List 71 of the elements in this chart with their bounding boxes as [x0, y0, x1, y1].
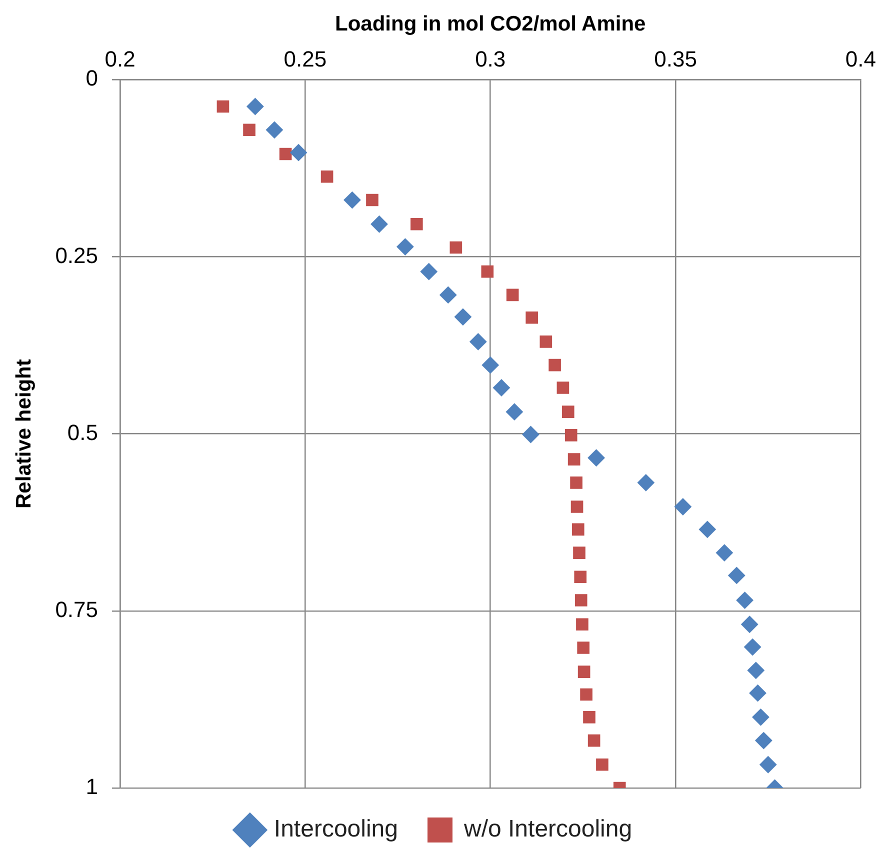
y-tick-label: 0.25: [55, 242, 98, 268]
point: [344, 192, 361, 209]
point: [450, 241, 462, 254]
point: [506, 403, 523, 420]
x-axis-title: Loading in mol CO2/mol Amine: [334, 12, 646, 36]
point: [562, 406, 574, 418]
point: [370, 216, 388, 233]
point: [755, 732, 772, 750]
point: [572, 523, 584, 536]
point: [526, 311, 538, 324]
point: [752, 708, 770, 726]
point: [596, 758, 608, 771]
legend-label: w/o Intercooling: [462, 816, 632, 843]
x-tick-label: 0.35: [654, 46, 697, 72]
point: [243, 124, 256, 136]
point: [420, 263, 438, 280]
point: [568, 453, 580, 466]
point: [741, 616, 758, 633]
point: [736, 592, 754, 609]
point: [637, 474, 654, 492]
point: [749, 684, 766, 702]
point: [577, 642, 590, 654]
point: [396, 238, 414, 256]
point: [578, 666, 590, 678]
point: [279, 148, 292, 160]
point: [548, 358, 561, 372]
point: [556, 382, 570, 394]
point: [266, 121, 283, 138]
point: [583, 711, 596, 724]
y-tick-label: 0.5: [67, 420, 98, 445]
point: [674, 498, 692, 516]
point: [747, 662, 764, 679]
point: [216, 100, 230, 113]
point: [574, 594, 588, 606]
point: [588, 734, 600, 747]
point: [454, 308, 472, 326]
point: [506, 288, 519, 302]
point: [440, 286, 457, 304]
point: [564, 429, 578, 442]
y-axis-title: Relative height: [12, 359, 36, 508]
point: [573, 546, 586, 559]
point: [320, 170, 334, 183]
point: [481, 265, 494, 278]
point: [540, 336, 552, 348]
point: [576, 618, 588, 631]
point: [246, 98, 264, 116]
point: [574, 570, 587, 584]
point: [366, 194, 378, 206]
point: [570, 476, 582, 489]
x-tick-label: 0.4: [845, 46, 876, 72]
point: [698, 520, 716, 538]
y-tick-label: 1: [86, 774, 98, 800]
point: [470, 333, 487, 350]
point: [588, 449, 605, 466]
x-tick-label: 0.2: [104, 46, 136, 72]
y-tick-label: 0.75: [55, 596, 98, 622]
point: [728, 566, 746, 584]
point: [570, 500, 584, 513]
point: [580, 688, 592, 701]
point: [482, 356, 499, 374]
point: [290, 144, 308, 162]
point: [744, 638, 762, 656]
legend-label: Intercooling: [274, 816, 398, 843]
point: [522, 426, 540, 444]
point: [492, 379, 510, 396]
point: [410, 218, 423, 230]
x-tick-label: 0.25: [284, 46, 327, 72]
y-tick-label: 0: [86, 66, 98, 91]
point: [716, 544, 733, 562]
x-tick-label: 0.3: [475, 46, 506, 72]
point: [760, 756, 777, 774]
